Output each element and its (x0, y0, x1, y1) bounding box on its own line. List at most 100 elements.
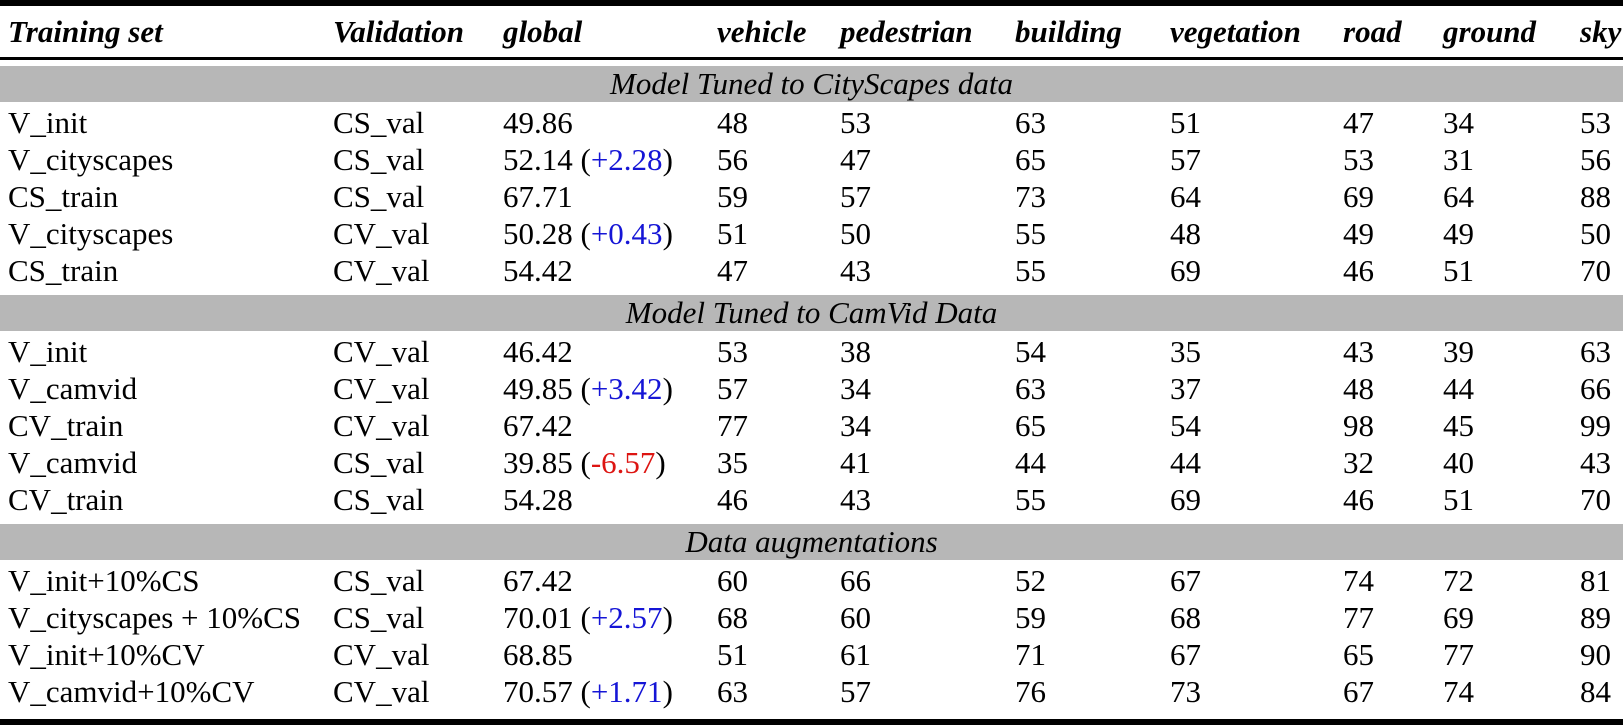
cell-sky: 43 (1580, 444, 1611, 480)
cell-global: 70.57 (+1.71) (503, 673, 673, 709)
section-header-cell: Model Tuned to CityScapes data (0, 59, 1623, 105)
cell-building: 65 (1015, 407, 1046, 443)
global-value: 54.42 (503, 252, 573, 288)
column-header-vehicle: vehicle (717, 3, 840, 60)
column-header-global: global (503, 3, 717, 60)
cell-training-set: V_init (8, 333, 88, 369)
cell-road: 49 (1343, 215, 1374, 251)
cell-road: 47 (1343, 104, 1374, 140)
global-value: 67.71 (503, 178, 573, 214)
cell-vegetation: 44 (1170, 444, 1201, 480)
table-row: V_camvid+10%CV CV_val 70.57 (+1.71) 63 57 76 7… (0, 673, 1623, 722)
global-delta: +2.57 (590, 599, 663, 635)
table-row: V_init CS_val 49.86 48 53 63 51 47 34 53 (0, 104, 1623, 141)
cell-sky: 90 (1580, 636, 1611, 672)
cell-pedestrian: 53 (840, 104, 871, 140)
cell-building: 54 (1015, 333, 1046, 369)
cell-global: 49.86 (503, 104, 717, 141)
cell-training-set: CS_train (8, 178, 119, 214)
cell-vegetation: 57 (1170, 141, 1201, 177)
cell-training-set: V_camvid (8, 444, 138, 480)
cell-ground: 44 (1443, 370, 1474, 406)
cell-training-set: V_camvid (8, 370, 138, 406)
cell-vegetation: 68 (1170, 599, 1201, 635)
cell-global: 54.42 (503, 252, 717, 289)
cell-building: 71 (1015, 636, 1046, 672)
global-value: 39.85 (503, 444, 573, 480)
cell-road: 77 (1343, 599, 1374, 635)
cell-training-set: V_init+10%CS (8, 562, 200, 598)
section-header-row: Model Tuned to CamVid Data (0, 289, 1623, 333)
cell-ground: 49 (1443, 215, 1474, 251)
cell-pedestrian: 60 (840, 599, 871, 635)
global-value: 49.85 (503, 370, 573, 406)
cell-ground: 31 (1443, 141, 1474, 177)
cell-building: 44 (1015, 444, 1046, 480)
cell-building: 55 (1015, 481, 1046, 517)
global-delta: +0.43 (590, 215, 663, 251)
cell-road: 43 (1343, 333, 1374, 369)
global-value: 67.42 (503, 407, 573, 443)
cell-validation: CV_val (333, 215, 430, 251)
cell-validation: CV_val (333, 333, 430, 369)
cell-vehicle: 35 (717, 444, 748, 480)
cell-global: 67.42 (503, 407, 717, 444)
cell-vehicle: 77 (717, 407, 748, 443)
cell-sky: 81 (1580, 562, 1611, 598)
cell-training-set: V_init+10%CV (8, 636, 205, 672)
cell-sky: 88 (1580, 178, 1611, 214)
cell-building: 63 (1015, 104, 1046, 140)
cell-sky: 70 (1580, 481, 1611, 517)
cell-ground: 74 (1443, 673, 1474, 709)
section-header-cell: Model Tuned to CamVid Data (0, 289, 1623, 333)
cell-ground: 45 (1443, 407, 1474, 443)
global-value: 46.42 (503, 333, 573, 369)
cell-global: 54.28 (503, 481, 717, 518)
cell-vegetation: 51 (1170, 104, 1201, 140)
cell-vehicle: 63 (717, 673, 748, 709)
section-title: Data augmentations (0, 524, 1623, 560)
column-header-vegetation: vegetation (1170, 3, 1343, 60)
cell-validation: CS_val (333, 481, 425, 517)
global-delta: +2.28 (590, 141, 663, 177)
cell-vegetation: 67 (1170, 562, 1201, 598)
table-row: CV_train CV_val 67.42 77 34 65 54 98 45 99 (0, 407, 1623, 444)
global-value: 70.01 (503, 599, 573, 635)
cell-vehicle: 48 (717, 104, 748, 140)
cell-vehicle: 53 (717, 333, 748, 369)
cell-sky: 99 (1580, 407, 1611, 443)
table-row: V_cityscapes + 10%CS CS_val 70.01 (+2.57) 6… (0, 599, 1623, 636)
column-header-building: building (1015, 3, 1170, 60)
cell-validation: CV_val (333, 673, 430, 709)
cell-road: 74 (1343, 562, 1374, 598)
cell-global: 46.42 (503, 333, 717, 370)
column-header-training-set: Training set (0, 3, 333, 60)
table-row: V_init+10%CS CS_val 67.42 60 66 52 67 74 72 81 (0, 562, 1623, 599)
global-value: 49.86 (503, 104, 573, 140)
table-row: CV_train CS_val 54.28 46 43 55 69 46 51 70 (0, 481, 1623, 518)
table-section: Model Tuned to CityScapes data V_init CS_v… (0, 59, 1623, 290)
cell-vegetation: 48 (1170, 215, 1201, 251)
global-value: 70.57 (503, 673, 573, 709)
cell-ground: 51 (1443, 252, 1474, 288)
cell-building: 76 (1015, 673, 1046, 709)
cell-validation: CS_val (333, 562, 425, 598)
table-row: V_cityscapes CS_val 52.14 (+2.28) 56 47 65 57 5… (0, 141, 1623, 178)
column-header-ground: ground (1443, 3, 1580, 60)
section-title: Model Tuned to CamVid Data (0, 295, 1623, 331)
cell-ground: 72 (1443, 562, 1474, 598)
column-header-validation: Validation (333, 3, 503, 60)
cell-training-set: CV_train (8, 407, 124, 443)
table-row: CS_train CS_val 67.71 59 57 73 64 69 64 88 (0, 178, 1623, 215)
cell-road: 46 (1343, 481, 1374, 517)
cell-vehicle: 57 (717, 370, 748, 406)
cell-building: 55 (1015, 252, 1046, 288)
cell-building: 65 (1015, 141, 1046, 177)
cell-vehicle: 56 (717, 141, 748, 177)
cell-training-set: V_camvid+10%CV (8, 673, 255, 709)
table-row: V_init+10%CV CV_val 68.85 51 61 71 67 65 77 90 (0, 636, 1623, 673)
cell-road: 46 (1343, 252, 1374, 288)
cell-road: 69 (1343, 178, 1374, 214)
global-value: 52.14 (503, 141, 573, 177)
